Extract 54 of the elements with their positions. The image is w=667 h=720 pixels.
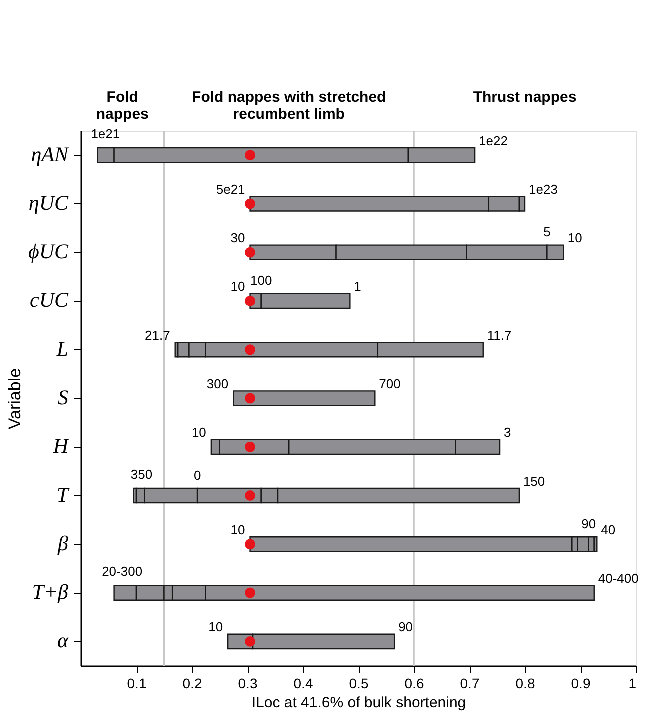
annotation: 90: [398, 620, 414, 635]
x-tick-label: 0.9: [571, 676, 591, 692]
y-tick-label: H: [52, 434, 70, 458]
annotation: 3: [504, 425, 512, 440]
y-tick-label: S: [58, 386, 69, 410]
y-tick-label: ηUC: [28, 190, 70, 215]
x-tick-label: 0.6: [404, 676, 424, 692]
annotation: 90: [582, 516, 596, 532]
y-axis-title: Variable: [5, 368, 24, 430]
annotation: 10: [230, 279, 246, 294]
x-tick-label: 1: [628, 676, 637, 692]
annotation: 30: [230, 230, 246, 246]
annotation: 1: [354, 279, 362, 294]
annotation: 20-300: [102, 564, 143, 580]
annotation: 1e22: [479, 133, 508, 148]
y-tick-label: ϕUC: [28, 240, 70, 264]
annotation: 5e21: [216, 182, 246, 197]
y-tick-label: α: [57, 628, 70, 653]
annotation: 350: [130, 466, 153, 482]
x-tick-label: 0.1: [127, 676, 147, 692]
annotation: 10: [208, 620, 224, 635]
annotation: 150: [523, 474, 546, 489]
x-tick-label: 0.4: [294, 676, 314, 692]
x-tick-label: 0.5: [349, 676, 369, 692]
annotation: 21.7: [145, 328, 170, 343]
x-tick-label: 0.3: [238, 676, 258, 692]
annotation: 5: [544, 224, 551, 240]
annotation: 1e23: [529, 182, 558, 197]
annotation: 40: [601, 522, 616, 538]
y-tick-label: L: [56, 336, 68, 361]
y-tick-label: ηAN: [31, 142, 70, 166]
annotation: 10: [230, 522, 246, 538]
annotation: 100: [250, 273, 272, 288]
bar: [233, 390, 376, 406]
y-tick-label: β: [57, 531, 70, 556]
x-tick-label: 0.8: [516, 676, 536, 692]
annotation: 700: [379, 376, 401, 392]
annotation: 300: [206, 376, 229, 392]
annotation: 10: [192, 425, 206, 440]
y-tick-label: T: [56, 482, 70, 507]
text: Fold nappes: [96, 89, 149, 123]
y-tick-label: cUC: [30, 288, 70, 312]
x-axis-title: ILoc at 41.6% of bulk shortening: [252, 694, 466, 712]
x-tick-label: 0.7: [460, 676, 480, 692]
annotation: 11.7: [487, 328, 512, 343]
x-tick-label: 0.2: [182, 676, 202, 692]
bar: [250, 536, 573, 552]
annotation: 10: [568, 230, 582, 246]
annotation: 40-400: [598, 571, 639, 586]
text: Thrust nappes: [473, 89, 577, 106]
text: Fold nappes with stretched recumbent limb: [192, 89, 386, 123]
annotation: 1e21: [91, 126, 120, 142]
y-tick-label: T+β: [32, 580, 70, 604]
annotation: 0: [194, 468, 202, 483]
